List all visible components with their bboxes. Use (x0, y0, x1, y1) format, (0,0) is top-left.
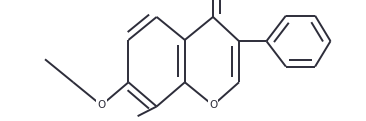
Text: O: O (209, 100, 217, 110)
Text: O: O (97, 100, 105, 110)
